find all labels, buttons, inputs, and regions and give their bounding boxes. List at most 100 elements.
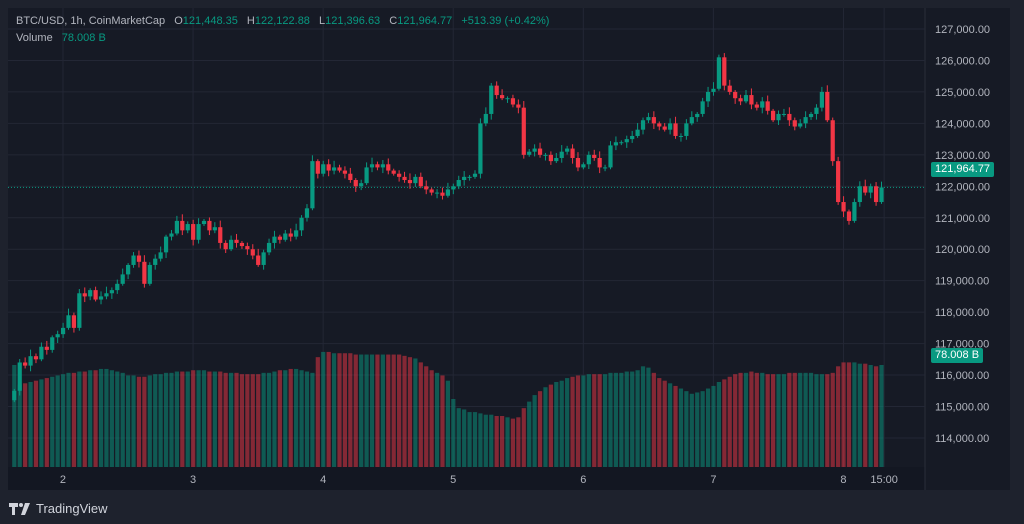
volume-bar bbox=[424, 366, 429, 467]
candle-body bbox=[554, 157, 559, 162]
candle-body bbox=[570, 148, 575, 158]
candle-body bbox=[272, 236, 277, 243]
candle-body bbox=[239, 242, 245, 247]
candle-body bbox=[440, 192, 445, 196]
volume-bar bbox=[407, 357, 413, 467]
candle-body bbox=[191, 224, 196, 240]
candle-body bbox=[700, 101, 705, 114]
volume-bar bbox=[727, 376, 732, 467]
volume-bar bbox=[153, 374, 158, 467]
candle-body bbox=[798, 123, 803, 127]
candle-body bbox=[369, 164, 375, 168]
candle-body bbox=[500, 95, 505, 99]
volume-bar bbox=[23, 383, 28, 467]
candle-body bbox=[142, 261, 147, 284]
volume-bar bbox=[391, 354, 396, 467]
candle-body bbox=[825, 91, 830, 121]
symbol-label[interactable]: BTC/USD, 1h, CoinMarketCap bbox=[16, 15, 166, 27]
volume-bar bbox=[321, 351, 326, 467]
candle-body bbox=[136, 255, 142, 262]
y-tick-label: 118,000.00 bbox=[935, 307, 989, 319]
volume-bar bbox=[239, 374, 245, 467]
x-tick-label: 6 bbox=[580, 474, 586, 486]
volume-bar bbox=[218, 371, 223, 467]
candlestick-chart[interactable]: 127,000.00 126,000.00 125,000.00 124,000.00… bbox=[8, 8, 1010, 490]
candle-body bbox=[115, 283, 120, 291]
x-tick-label: 4 bbox=[320, 474, 326, 486]
volume-bar bbox=[185, 371, 190, 467]
volume-bar bbox=[635, 370, 640, 467]
candle-body bbox=[543, 154, 548, 156]
volume-bar bbox=[695, 392, 700, 467]
candle-body bbox=[23, 362, 28, 366]
volume-bar bbox=[28, 382, 33, 467]
volume-bar bbox=[787, 372, 792, 467]
volume-bar bbox=[115, 371, 120, 467]
volume-bar bbox=[819, 374, 824, 467]
volume-bar bbox=[17, 384, 22, 467]
candle-body bbox=[153, 258, 158, 265]
volume-bar bbox=[472, 412, 478, 467]
volume-bar bbox=[868, 365, 873, 467]
volume-bar bbox=[873, 366, 879, 467]
candle-body bbox=[397, 173, 402, 177]
candle-body bbox=[738, 98, 743, 102]
volume-bar bbox=[651, 372, 656, 467]
candle-body bbox=[467, 176, 472, 178]
volume-bar bbox=[483, 414, 488, 467]
volume-bar bbox=[60, 374, 66, 467]
volume-bar bbox=[554, 382, 559, 467]
volume-bar bbox=[299, 370, 304, 467]
chart-pane[interactable]: 127,000.00 126,000.00 125,000.00 124,000.00… bbox=[8, 8, 1010, 490]
change-value: +513.39 (+0.42%) bbox=[461, 15, 550, 27]
volume-bar bbox=[760, 372, 765, 467]
volume-bar bbox=[678, 388, 684, 467]
volume-bar bbox=[700, 391, 705, 467]
volume-bar bbox=[88, 370, 93, 467]
volume-bar bbox=[668, 383, 673, 467]
volume-bar bbox=[510, 418, 516, 467]
volume-bar bbox=[521, 408, 526, 467]
candle-body bbox=[71, 315, 77, 328]
high-label: H bbox=[246, 15, 255, 27]
candle-body bbox=[201, 220, 207, 225]
candle-body bbox=[733, 91, 738, 99]
candle-body bbox=[304, 208, 310, 218]
candle-body bbox=[82, 293, 87, 297]
candle-body bbox=[776, 113, 781, 121]
candle-body bbox=[749, 95, 754, 105]
volume-bar bbox=[505, 417, 510, 467]
candle-body bbox=[39, 346, 44, 360]
volume-bar bbox=[207, 371, 212, 467]
volume-bar bbox=[196, 370, 201, 467]
volume-bar bbox=[597, 374, 602, 467]
volume-bar bbox=[82, 371, 87, 467]
candle-body bbox=[337, 167, 342, 171]
y-tick-label: 120,000.00 bbox=[935, 244, 990, 256]
candle-body bbox=[472, 173, 478, 177]
candle-body bbox=[66, 315, 71, 328]
volume-bar bbox=[613, 372, 619, 467]
candle-body bbox=[581, 164, 586, 168]
volume-bar bbox=[798, 372, 803, 467]
candle-body bbox=[489, 85, 494, 114]
volume-bar bbox=[288, 368, 293, 467]
tradingview-logo[interactable]: TradingView bbox=[9, 501, 108, 516]
volume-bar bbox=[462, 409, 467, 467]
candle-body bbox=[722, 57, 727, 86]
candle-body bbox=[109, 290, 114, 294]
volume-bar bbox=[12, 365, 17, 467]
volume-label[interactable]: Volume bbox=[16, 32, 53, 44]
candle-body bbox=[331, 167, 337, 171]
volume-bar bbox=[781, 374, 787, 467]
volume-bar bbox=[830, 372, 835, 467]
candle-body bbox=[245, 246, 250, 250]
volume-bar bbox=[527, 401, 532, 467]
candle-body bbox=[510, 98, 516, 105]
volume-bar bbox=[245, 374, 250, 467]
volume-bar bbox=[66, 372, 71, 467]
volume-bar bbox=[369, 354, 375, 467]
candle-body bbox=[104, 293, 109, 297]
volume-bar bbox=[163, 372, 169, 467]
volume-bar bbox=[711, 385, 716, 467]
